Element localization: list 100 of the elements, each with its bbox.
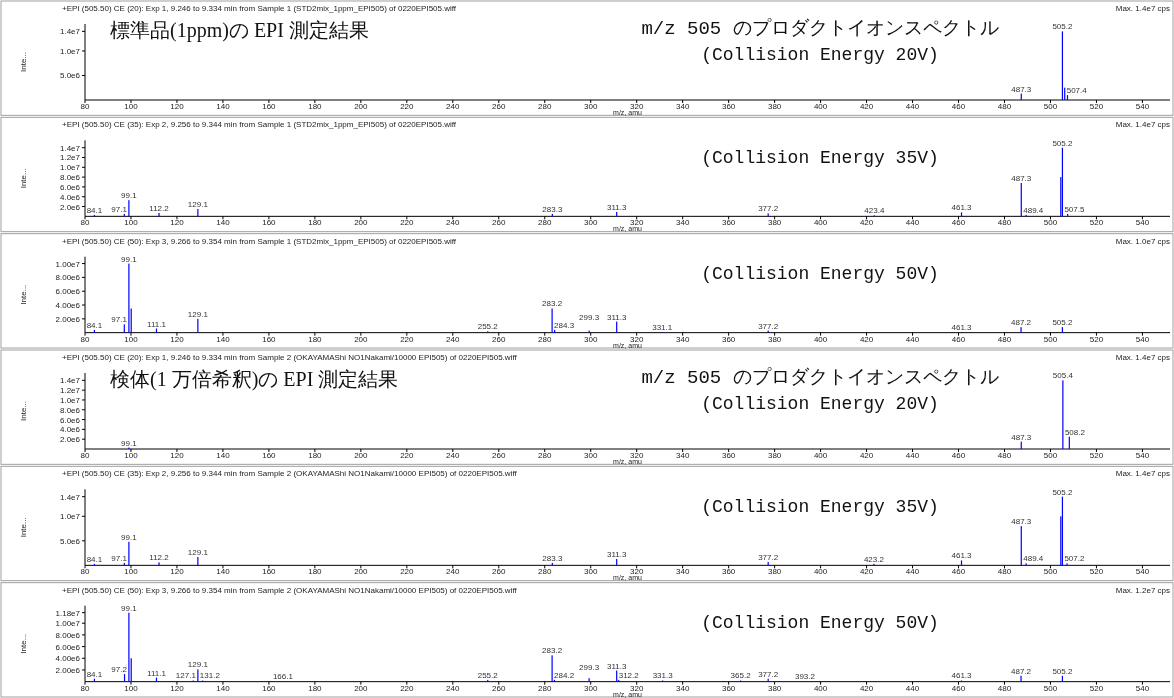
x-tick-label: 420	[859, 683, 874, 693]
x-tick-label: 460	[951, 451, 966, 460]
annotation: 284.3	[554, 320, 575, 330]
x-tick-label: 160	[262, 451, 277, 460]
y-tick-label: 1.18e7	[55, 608, 81, 618]
y-tick-label: 2.00e6	[55, 665, 81, 675]
x-tick-label: 260	[492, 567, 506, 577]
x-tick-label: 80	[80, 102, 90, 111]
x-tick-label: 280	[538, 451, 552, 460]
annotation: 487.2	[1011, 318, 1032, 328]
y-tick-label: 1.2e7	[59, 153, 81, 163]
x-tick-label: 460	[951, 683, 966, 693]
annotation: 99.1	[121, 438, 138, 448]
annotation: 255.2	[477, 670, 499, 680]
annotation: 283.2	[542, 299, 563, 309]
annotation: 312.2	[618, 670, 640, 680]
x-tick-label: 300	[584, 451, 598, 460]
x-tick-label: 280	[538, 567, 552, 577]
x-tick-label: 260	[492, 334, 506, 344]
annotation: 505.2	[1052, 138, 1073, 148]
x-tick-label: 300	[584, 218, 598, 228]
annotation: 505.2	[1052, 666, 1073, 676]
x-tick-label: 480	[997, 334, 1012, 344]
x-tick-label: 120	[170, 218, 185, 228]
annotation: 505.4	[1052, 371, 1074, 381]
annotation: 299.3	[579, 312, 600, 322]
x-tick-label: 480	[997, 218, 1012, 228]
annotation: (Collision Energy 35V)	[701, 147, 939, 168]
x-tick-label: 380	[767, 567, 782, 577]
x-tick-label: 480	[997, 451, 1012, 460]
x-tick-label: 380	[767, 218, 782, 228]
annotation: 検体(1 万倍希釈)の EPI 測定結果	[110, 368, 399, 391]
y-axis-title: Inte...	[19, 284, 28, 305]
y-tick-label: 4.00e6	[55, 301, 81, 311]
x-tick-label: 380	[767, 334, 782, 344]
annotation: 377.2	[758, 669, 779, 679]
x-tick-label: 540	[1135, 567, 1150, 577]
annotation: 489.4	[1023, 205, 1044, 215]
x-tick-label: 340	[675, 567, 690, 577]
x-tick-label: 140	[216, 102, 231, 111]
chart-subtitle: Max. 1.4e7 cps	[1115, 4, 1170, 13]
x-tick-label: 340	[675, 451, 690, 460]
x-tick-label: 220	[400, 567, 415, 577]
annotation: 487.3	[1011, 517, 1032, 527]
annotation: 127.1	[175, 671, 197, 681]
x-tick-label: 500	[1043, 567, 1058, 577]
annotation: 284.2	[554, 670, 575, 680]
y-tick-label: 5.0e6	[59, 536, 81, 546]
y-axis-title: Inte...	[19, 517, 28, 538]
x-tick-label: 540	[1135, 102, 1150, 111]
x-tick-label: 360	[721, 683, 736, 693]
x-tick-label: 220	[400, 334, 415, 344]
annotation: 97.2	[111, 665, 128, 675]
annotation: 505.2	[1052, 487, 1073, 497]
y-tick-label: 1.0e7	[59, 163, 81, 173]
annotation: 99.1	[121, 603, 138, 613]
x-tick-label: 240	[446, 451, 461, 460]
x-tick-label: 460	[951, 334, 966, 344]
annotation: 507.5	[1064, 204, 1085, 214]
x-tick-label: 420	[859, 218, 874, 228]
x-tick-label: 360	[721, 451, 736, 460]
x-tick-label: 160	[262, 334, 277, 344]
x-tick-label: 240	[446, 567, 461, 577]
x-tick-label: 540	[1135, 218, 1150, 228]
x-tick-label: 180	[308, 102, 323, 111]
annotation: 99.1	[121, 254, 138, 264]
x-tick-label: 320	[630, 334, 644, 344]
x-tick-label: 540	[1135, 334, 1150, 344]
x-tick-label: 360	[721, 334, 736, 344]
x-tick-label: 540	[1135, 451, 1150, 460]
x-tick-label: 160	[262, 683, 277, 693]
annotation: 97.1	[111, 204, 128, 214]
x-tick-label: 300	[584, 334, 598, 344]
chart-title: +EPI (505.50) CE (20): Exp 1, 9.246 to 9.334 min from Sample 1 (STD2mix_1ppm_EPI505) of 0220EPI505.wiff	[62, 4, 457, 13]
annotation: 311.3	[606, 661, 627, 671]
x-tick-label: 260	[492, 218, 506, 228]
annotation: 393.2	[794, 672, 816, 682]
annotation: 505.2	[1052, 318, 1073, 328]
x-tick-label: 180	[308, 334, 323, 344]
y-tick-label: 1.0e7	[59, 46, 81, 56]
annotation: 423.2	[863, 554, 885, 564]
chart-subtitle: Max. 1.2e7 cps	[1115, 585, 1170, 595]
x-tick-label: 80	[80, 218, 90, 228]
x-tick-label: 520	[1089, 683, 1104, 693]
annotation: 461.3	[951, 551, 973, 561]
x-tick-label: 80	[80, 334, 90, 344]
annotation: 489.4	[1023, 554, 1044, 564]
x-tick-label: 520	[1089, 334, 1104, 344]
annotation: 97.1	[111, 553, 128, 563]
y-axis-title: Inte...	[19, 400, 28, 422]
x-tick-label: 140	[216, 567, 231, 577]
annotation: 487.3	[1011, 432, 1032, 442]
annotation: 487.3	[1011, 173, 1032, 183]
annotation: 標準品(1ppm)の EPI 測定結果	[110, 19, 369, 42]
annotation: 111.1	[147, 668, 167, 678]
x-tick-label: 440	[905, 334, 920, 344]
annotation: 299.3	[579, 662, 600, 672]
x-tick-label: 280	[538, 102, 552, 111]
x-tick-label: 460	[951, 218, 966, 228]
annotation: 112.2	[149, 553, 170, 563]
